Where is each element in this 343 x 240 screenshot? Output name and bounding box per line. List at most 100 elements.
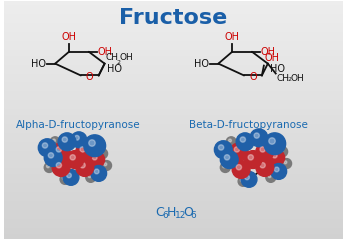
Circle shape [232,161,250,178]
Circle shape [284,161,287,164]
Text: OH: OH [261,47,276,57]
Bar [4,108,343,111]
Bar [4,164,343,168]
Circle shape [52,159,70,176]
Bar [4,42,343,46]
Circle shape [260,162,265,168]
Bar [4,161,343,164]
Text: OH: OH [265,53,280,63]
Circle shape [71,132,87,148]
Bar [4,211,343,215]
Circle shape [98,149,108,159]
Circle shape [268,175,271,178]
Text: O: O [249,72,257,83]
Text: OH: OH [98,47,113,57]
Bar [4,111,343,114]
Bar [4,131,343,135]
Circle shape [62,137,68,142]
Bar [4,149,343,153]
Bar [4,176,343,179]
Text: OH: OH [225,32,240,42]
Text: HO: HO [31,59,46,69]
Text: C: C [155,206,164,220]
Bar [4,223,343,227]
Circle shape [42,143,48,148]
Bar [4,173,343,176]
Circle shape [271,163,287,179]
Circle shape [62,177,65,180]
Circle shape [86,172,96,182]
Bar [4,54,343,58]
Bar [4,209,343,212]
Bar [4,126,343,129]
Circle shape [218,145,224,150]
Circle shape [241,171,257,187]
Bar [4,185,343,188]
Text: HO: HO [270,64,285,74]
Circle shape [282,159,292,168]
Circle shape [269,150,285,166]
Bar [4,33,343,37]
Circle shape [94,169,99,174]
Text: Fructose: Fructose [119,8,227,28]
Bar [4,155,343,159]
Circle shape [272,153,277,158]
Bar [4,28,343,31]
Bar [4,69,343,72]
Bar [4,158,343,162]
Bar [4,232,343,236]
Bar [4,4,343,7]
Circle shape [89,140,95,146]
Text: HO: HO [194,59,210,69]
Circle shape [63,169,79,185]
Bar [4,30,343,34]
Text: 6: 6 [162,211,168,220]
Circle shape [38,139,56,157]
Circle shape [48,153,54,158]
Circle shape [220,162,230,172]
Circle shape [67,173,71,178]
Text: Alpha-D-fructopyranose: Alpha-D-fructopyranose [15,120,140,130]
Text: O: O [86,72,94,83]
Bar [4,229,343,233]
Circle shape [220,151,238,168]
Circle shape [250,129,268,147]
Circle shape [266,172,276,182]
Bar [4,122,343,126]
Bar [4,179,343,182]
Bar [4,13,343,16]
Circle shape [50,137,60,147]
Bar [4,1,343,4]
Bar [4,57,343,61]
Bar [4,188,343,191]
Circle shape [84,135,106,157]
Bar [4,143,343,147]
Circle shape [248,155,253,160]
Bar [4,102,343,105]
Circle shape [76,159,94,176]
Circle shape [226,137,236,147]
Circle shape [100,151,103,154]
Bar [4,87,343,90]
Circle shape [66,151,84,168]
Bar [4,93,343,96]
Bar [4,128,343,132]
Bar [4,72,343,76]
Circle shape [102,161,111,170]
Bar [4,120,343,123]
Bar [4,66,343,70]
Bar [4,226,343,230]
Circle shape [88,175,91,178]
Text: H: H [167,206,176,220]
Bar [4,191,343,194]
Circle shape [56,162,61,168]
Circle shape [274,167,279,172]
Circle shape [47,165,49,168]
Bar [4,152,343,156]
Circle shape [244,151,262,168]
Bar [4,137,343,141]
Bar [4,7,343,10]
Bar [4,206,343,209]
Bar [4,19,343,22]
Bar [4,117,343,120]
